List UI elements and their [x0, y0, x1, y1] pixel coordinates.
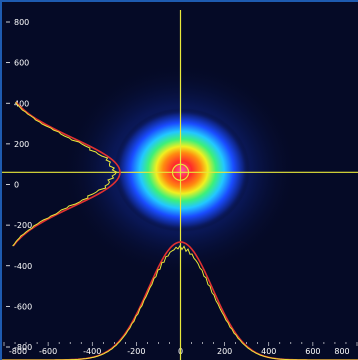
- x-tick-label: -800: [9, 347, 27, 356]
- x-tick-label: 400: [261, 347, 276, 356]
- y-tick-label: 400: [14, 99, 29, 108]
- x-tick-label: 800: [334, 347, 349, 356]
- y-tick-label: -400: [14, 262, 32, 271]
- y-profile-measured-curve: [12, 101, 118, 247]
- y-tick-label: -200: [14, 221, 32, 230]
- y-tick-label: 600: [14, 59, 29, 68]
- x-tick-label: 600: [305, 347, 320, 356]
- y-tick-label: 800: [14, 18, 29, 27]
- beam-spot: [114, 108, 250, 232]
- x-tick-label: -600: [39, 347, 57, 356]
- y-tick-label: 0: [14, 181, 19, 190]
- y-profile-fit-curve: [12, 101, 121, 247]
- y-tick-label: -800: [14, 343, 32, 352]
- centroid-marker[interactable]: [171, 163, 190, 181]
- y-tick-label: 200: [14, 140, 29, 149]
- x-tick-label: -400: [83, 347, 101, 356]
- y-axis-ticks: 800 600 400 200 0 -200 -400 -600 -800: [6, 18, 32, 352]
- x-tick-label: -200: [127, 347, 145, 356]
- x-tick-label: 200: [217, 347, 232, 356]
- y-tick-label: -600: [14, 302, 32, 311]
